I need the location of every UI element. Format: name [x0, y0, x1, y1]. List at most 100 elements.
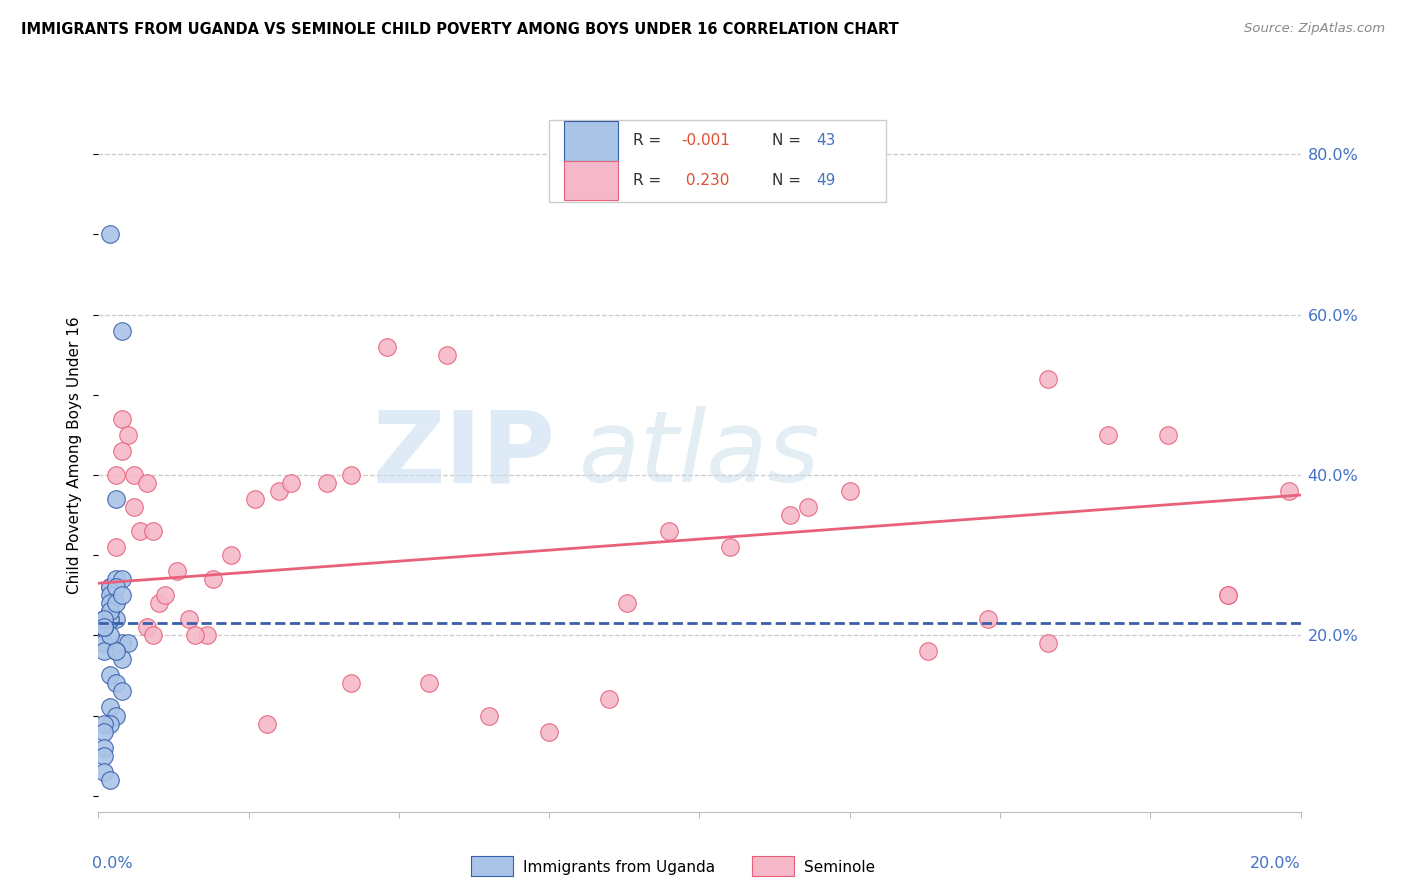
Point — [93, 612, 115, 626]
Point — [598, 692, 620, 706]
Text: 43: 43 — [815, 134, 835, 148]
Point — [100, 668, 122, 682]
Point — [183, 628, 205, 642]
Point — [105, 572, 128, 586]
Point — [105, 644, 128, 658]
Point — [100, 604, 122, 618]
Text: IMMIGRANTS FROM UGANDA VS SEMINOLE CHILD POVERTY AMONG BOYS UNDER 16 CORRELATION: IMMIGRANTS FROM UGANDA VS SEMINOLE CHILD… — [21, 22, 898, 37]
Point — [93, 612, 115, 626]
Point — [267, 483, 290, 498]
Point — [340, 676, 363, 690]
Point — [280, 475, 302, 490]
Point — [1157, 428, 1180, 442]
Point — [105, 596, 128, 610]
Point — [105, 467, 128, 482]
Text: 0.230: 0.230 — [682, 173, 730, 187]
Point — [100, 588, 122, 602]
Point — [100, 700, 122, 714]
Point — [93, 748, 115, 763]
Point — [100, 580, 122, 594]
Text: 49: 49 — [815, 173, 835, 187]
Point — [111, 444, 134, 458]
Point — [340, 467, 363, 482]
Point — [93, 620, 115, 634]
Point — [1036, 636, 1059, 650]
Point — [1277, 483, 1299, 498]
Point — [105, 491, 128, 506]
Point — [478, 708, 501, 723]
Point — [1218, 588, 1240, 602]
Point — [658, 524, 681, 538]
Text: -0.001: -0.001 — [682, 134, 730, 148]
Point — [256, 716, 278, 731]
Text: 20.0%: 20.0% — [1250, 855, 1301, 871]
Point — [124, 500, 146, 514]
Text: R =: R = — [633, 173, 666, 187]
Point — [100, 772, 122, 787]
Point — [105, 644, 128, 658]
Point — [418, 676, 440, 690]
Point — [100, 580, 122, 594]
Point — [111, 324, 134, 338]
Point — [105, 676, 128, 690]
Point — [148, 596, 170, 610]
Point — [141, 628, 163, 642]
Point — [93, 764, 115, 779]
Y-axis label: Child Poverty Among Boys Under 16: Child Poverty Among Boys Under 16 — [67, 316, 83, 594]
Point — [93, 724, 115, 739]
Point — [93, 620, 115, 634]
FancyBboxPatch shape — [550, 120, 886, 202]
Text: Immigrants from Uganda: Immigrants from Uganda — [523, 860, 716, 874]
Point — [375, 340, 398, 354]
Point — [616, 596, 638, 610]
Point — [100, 596, 122, 610]
Point — [111, 412, 134, 426]
Point — [436, 348, 458, 362]
Point — [718, 540, 741, 554]
Point — [111, 572, 134, 586]
Point — [105, 708, 128, 723]
Point — [135, 620, 157, 634]
Point — [93, 620, 115, 634]
Point — [177, 612, 200, 626]
Point — [201, 572, 224, 586]
Point — [93, 620, 115, 634]
Point — [1218, 588, 1240, 602]
Point — [315, 475, 337, 490]
Point — [796, 500, 818, 514]
Point — [917, 644, 939, 658]
Text: N =: N = — [772, 134, 806, 148]
Point — [166, 564, 188, 578]
Point — [977, 612, 1000, 626]
Point — [117, 428, 139, 442]
Point — [105, 612, 128, 626]
Point — [779, 508, 801, 522]
Text: R =: R = — [633, 134, 666, 148]
Point — [105, 580, 128, 594]
Text: atlas: atlas — [579, 407, 821, 503]
Point — [93, 740, 115, 755]
Text: N =: N = — [772, 173, 806, 187]
Point — [100, 612, 122, 626]
Text: ZIP: ZIP — [373, 407, 555, 503]
Point — [100, 612, 122, 626]
Point — [100, 604, 122, 618]
Point — [100, 628, 122, 642]
Text: Seminole: Seminole — [804, 860, 876, 874]
FancyBboxPatch shape — [564, 161, 617, 200]
Point — [111, 636, 134, 650]
Point — [93, 636, 115, 650]
Point — [111, 588, 134, 602]
FancyBboxPatch shape — [564, 121, 617, 161]
Point — [838, 483, 860, 498]
Text: 0.0%: 0.0% — [93, 855, 134, 871]
Point — [129, 524, 152, 538]
Point — [1097, 428, 1119, 442]
Point — [1036, 372, 1059, 386]
Point — [195, 628, 218, 642]
Point — [100, 716, 122, 731]
Point — [93, 644, 115, 658]
Point — [135, 475, 157, 490]
Point — [100, 227, 122, 242]
Point — [243, 491, 266, 506]
